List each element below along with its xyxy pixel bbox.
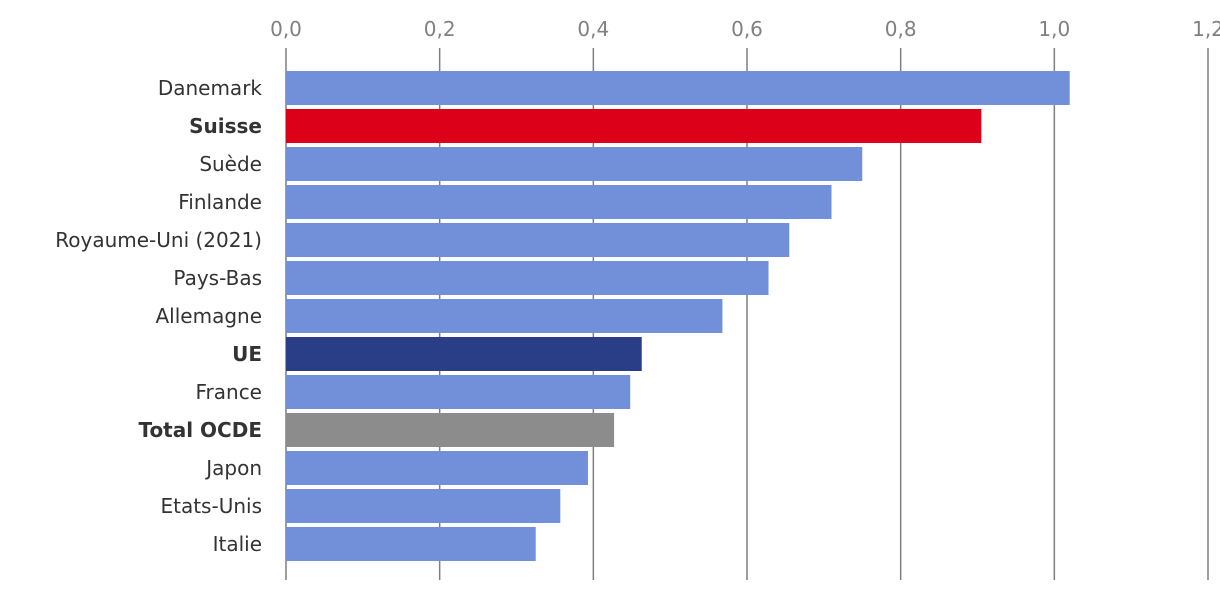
- bars: [286, 71, 1070, 561]
- bar-total-ocde: [286, 413, 615, 447]
- bar-japon: [286, 451, 588, 485]
- x-tick-label: 0,6: [731, 17, 763, 41]
- category-label: UE: [232, 342, 262, 366]
- category-label: Royaume-Uni (2021): [55, 228, 262, 252]
- bar-royaume-uni-2021: [286, 223, 790, 257]
- x-tick-label: 1,2: [1192, 17, 1220, 41]
- x-axis-ticks: 0,0 0,2 0,4 0,6 0,8 1,0 1,2: [270, 17, 1220, 41]
- bar-allemagne: [286, 299, 723, 333]
- category-label: Italie: [213, 532, 262, 556]
- bar-danemark: [286, 71, 1070, 105]
- bar-italie: [286, 527, 536, 561]
- category-label: Japon: [204, 456, 262, 480]
- bar-pays-bas: [286, 261, 769, 295]
- category-labels: Danemark Suisse Suède Finlande Royaume-Uni (…: [55, 76, 262, 556]
- bar-ue: [286, 337, 642, 371]
- category-label: Suisse: [189, 114, 262, 138]
- x-tick-label: 0,2: [424, 17, 456, 41]
- bar-su-de: [286, 147, 863, 181]
- category-label: Danemark: [158, 76, 263, 100]
- x-tick-label: 0,4: [577, 17, 609, 41]
- x-tick-label: 0,8: [885, 17, 917, 41]
- bar-etats-unis: [286, 489, 561, 523]
- category-label: Etats-Unis: [160, 494, 262, 518]
- bar-france: [286, 375, 631, 409]
- bar-finlande: [286, 185, 832, 219]
- category-label: Allemagne: [155, 304, 262, 328]
- category-label: France: [195, 380, 262, 404]
- x-tick-label: 0,0: [270, 17, 302, 41]
- category-label: Total OCDE: [138, 418, 262, 442]
- category-label: Finlande: [178, 190, 262, 214]
- category-label: Pays-Bas: [173, 266, 262, 290]
- x-tick-label: 1,0: [1038, 17, 1070, 41]
- category-label: Suède: [199, 152, 262, 176]
- bar-suisse: [286, 109, 982, 143]
